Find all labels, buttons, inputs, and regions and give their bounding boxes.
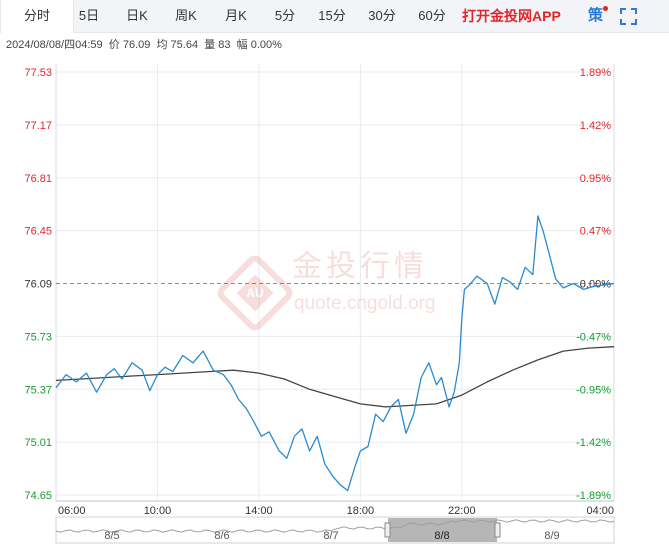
tab-5-min[interactable]: 5分 <box>274 8 296 23</box>
navigator-date-label: 8/7 <box>323 530 338 542</box>
x-tick-label: 04:00 <box>586 505 614 517</box>
tab-daily-k[interactable]: 日K <box>126 8 148 23</box>
volume-label: 量 <box>204 39 216 51</box>
watermark: AU 金投行情 quote.cngold.org <box>217 250 436 331</box>
x-tick-label: 22:00 <box>448 505 476 517</box>
x-tick-label: 10:00 <box>144 505 172 517</box>
tab-30-min[interactable]: 30分 <box>368 8 396 23</box>
tab-5-day[interactable]: 5日 <box>78 8 100 23</box>
pct-tick-label: -0.95% <box>576 384 611 396</box>
strategy-button[interactable]: 策 <box>588 7 604 24</box>
y-tick-label: 75.01 <box>24 437 52 449</box>
watermark-logo <box>217 255 293 331</box>
notification-dot <box>603 6 608 11</box>
quote-datetime: 2024/08/08/四04:59 <box>6 39 103 51</box>
y-tick-label: 75.37 <box>24 384 52 396</box>
change-value: 0.00% <box>250 39 282 51</box>
y-tick-label: 74.65 <box>24 490 52 502</box>
pct-tick-label: -1.42% <box>576 437 611 449</box>
navigator-selection <box>388 518 497 542</box>
x-tick-label: 18:00 <box>347 505 375 517</box>
x-tick-label: 14:00 <box>245 505 273 517</box>
change-label: 幅 <box>236 39 248 51</box>
average-label: 均 <box>156 39 168 51</box>
pct-tick-label: 0.47% <box>580 226 611 238</box>
pct-tick-label: 0.95% <box>580 173 611 185</box>
price-value: 76.09 <box>122 39 151 51</box>
price-line <box>55 215 615 492</box>
navigator-date-label: 8/8 <box>434 530 449 542</box>
navigator-date-label: 8/9 <box>544 530 559 542</box>
tab-60-min[interactable]: 60分 <box>418 8 446 23</box>
tab-intraday[interactable]: 分时 <box>0 0 74 33</box>
watermark-name: 金投行情 <box>292 250 428 283</box>
x-tick-label: 06:00 <box>58 505 86 517</box>
average-price-line <box>55 346 615 408</box>
watermark-url: quote.cngold.org <box>294 293 436 314</box>
quote-info-bar: 2024/08/08/四04:59 价 76.09 均 75.64 量 83 幅… <box>6 36 282 54</box>
average-value: 75.64 <box>170 39 199 51</box>
tab-15-min[interactable]: 15分 <box>318 8 346 23</box>
watermark-logo-text: AU <box>246 286 263 300</box>
pct-tick-label: -0.47% <box>576 331 611 343</box>
pct-tick-label: 1.42% <box>580 120 611 132</box>
y-tick-label: 76.81 <box>24 173 52 185</box>
pct-tick-label: 1.89% <box>580 67 611 79</box>
tab-monthly-k[interactable]: 月K <box>225 8 247 23</box>
volume-value: 83 <box>218 39 231 51</box>
pct-tick-label: 0.00% <box>580 279 611 291</box>
navigator-date-label: 8/6 <box>214 530 229 542</box>
price-label: 价 <box>108 39 120 51</box>
y-tick-label: 76.45 <box>24 226 52 238</box>
range-navigator <box>55 516 615 544</box>
navigator-right-handle[interactable] <box>494 522 501 538</box>
navigator-left-handle[interactable] <box>384 522 391 538</box>
y-tick-label: 76.09 <box>24 279 52 291</box>
y-tick-label: 75.73 <box>24 331 52 343</box>
y-tick-label: 77.17 <box>24 120 52 132</box>
fullscreen-icon[interactable] <box>620 8 637 25</box>
navigator-mini-line <box>55 519 615 533</box>
tab-weekly-k[interactable]: 周K <box>175 8 197 23</box>
y-tick-label: 77.53 <box>24 67 52 79</box>
open-app-link[interactable]: 打开金投网APP <box>462 8 561 24</box>
pct-tick-label: -1.89% <box>576 490 611 502</box>
navigator-date-label: 8/5 <box>104 530 119 542</box>
period-tab-bar <box>0 0 669 33</box>
